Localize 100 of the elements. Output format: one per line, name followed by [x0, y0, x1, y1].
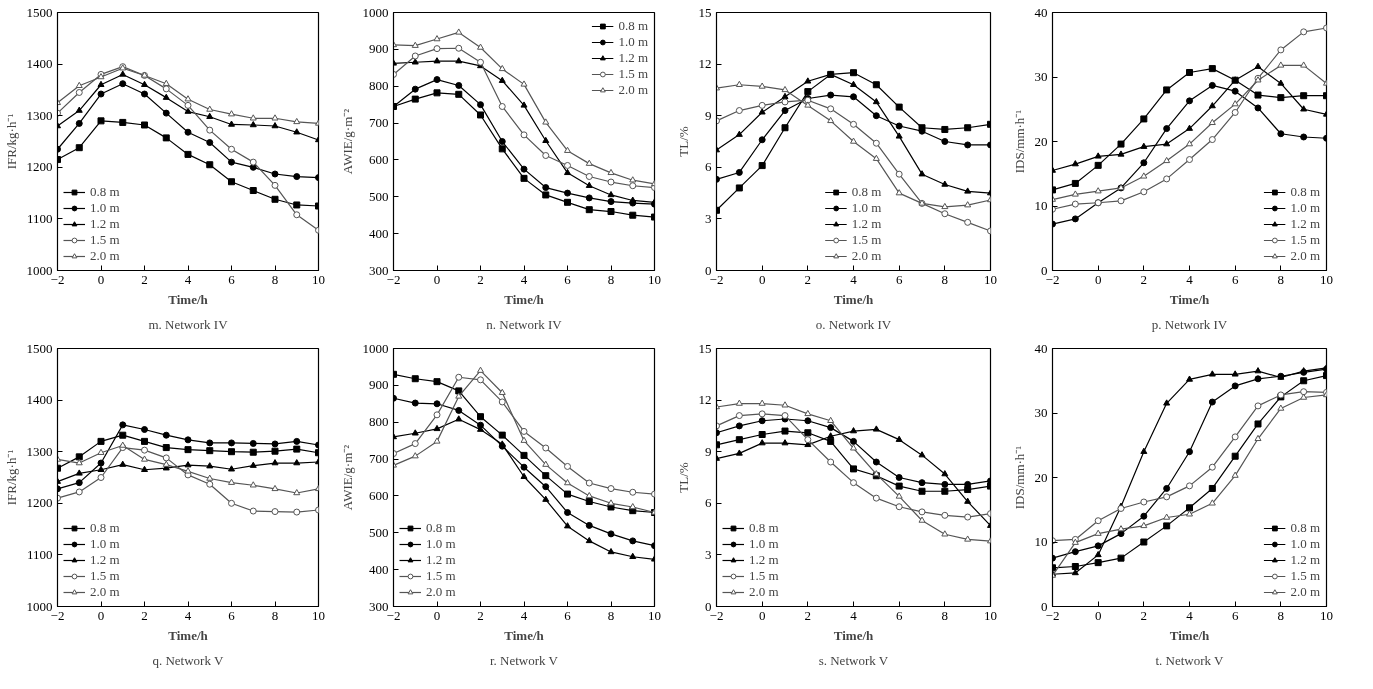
y-tick-label: 800	[369, 414, 389, 430]
y-tick-label: 10	[1034, 198, 1048, 213]
y-tick-label: 700	[369, 451, 389, 467]
x-tick-label: 0	[97, 271, 105, 287]
x-tick-label: 10	[984, 271, 997, 287]
x-tick-label: 10	[648, 271, 661, 287]
x-tick-label: 10	[648, 607, 661, 623]
text: p. Network IV	[1151, 316, 1228, 332]
y-tick-label: 300	[369, 262, 389, 278]
y-tick-label: 1200	[26, 159, 53, 175]
x-tick-label: 6	[895, 607, 903, 623]
x-tick-label: 10	[312, 607, 325, 623]
legend-label: 1.5 m	[749, 568, 779, 584]
y-tick-label: 300	[369, 598, 389, 614]
y-tick-label: 900	[369, 41, 389, 57]
y-tick-label: 10	[1034, 534, 1048, 549]
legend-label: 0.8 m	[90, 184, 120, 200]
y-tick-label: 1100	[26, 546, 53, 562]
x-tick-label: 2	[804, 271, 812, 287]
x-tick-label: 2	[141, 607, 148, 623]
legend-label: 1.5 m	[618, 66, 648, 82]
legend-label: 1.5 m	[851, 232, 882, 248]
y-tick-label: 1300	[26, 107, 53, 123]
x-tick-label: 8	[607, 607, 615, 623]
legend-label: 2.0 m	[426, 584, 456, 600]
x-tick-label: 4	[1186, 271, 1194, 287]
text: t. Network V	[1155, 652, 1224, 668]
x-axis-title: Time/h	[504, 627, 545, 643]
x-tick-label: 4	[850, 271, 858, 287]
y-axis-title: IFR/kg·h⁻¹	[3, 449, 19, 506]
y-tick-label: 1000	[362, 340, 389, 356]
x-tick-label: 0	[1094, 607, 1102, 623]
y-tick-label: 1500	[26, 340, 53, 356]
x-tick-label: 8	[271, 271, 279, 287]
legend-label: 0.8 m	[426, 520, 456, 536]
x-tick-label: 6	[228, 607, 236, 623]
legend-label: 1.2 m	[90, 552, 120, 568]
x-tick-label: 2	[477, 607, 484, 623]
y-tick-label: 12	[698, 56, 712, 72]
legend-label: 1.2 m	[749, 552, 779, 568]
y-tick-label: 15	[698, 340, 712, 356]
y-tick-label: 1400	[26, 392, 53, 408]
legend-label: 0.8 m	[618, 18, 648, 34]
legend-label: 1.2 m	[618, 50, 648, 66]
legend-label: 1.0 m	[749, 536, 779, 552]
y-axis-title: TL/%	[675, 462, 691, 493]
y-tick-label: 12	[698, 392, 712, 408]
legend-label: 0.8 m	[749, 520, 779, 536]
x-axis-title: Time/h	[1169, 627, 1211, 643]
y-tick-label: 30	[1034, 69, 1048, 84]
x-tick-label: 6	[564, 607, 572, 623]
y-axis-title: IDS/mm·h⁻¹	[1011, 445, 1027, 510]
x-tick-label: 10	[1320, 607, 1333, 623]
legend-label: 1.2 m	[1290, 216, 1320, 232]
x-tick-label: 10	[984, 607, 997, 623]
x-tick-label: 8	[941, 271, 949, 287]
text: q. Network V	[152, 652, 224, 668]
y-tick-label: 1100	[26, 210, 53, 226]
y-tick-label: 700	[369, 115, 389, 131]
y-tick-label: 600	[369, 487, 389, 503]
legend-label: 1.0 m	[1290, 200, 1320, 216]
legend-label: 0.8 m	[1290, 184, 1320, 200]
legend-label: 2.0 m	[618, 82, 648, 98]
legend-label: 1.0 m	[851, 200, 882, 216]
y-axis-title: AWIE/g·m⁻²	[339, 108, 355, 175]
y-axis-title: IFR/kg·h⁻¹	[3, 113, 19, 170]
y-tick-label: 20	[1034, 133, 1048, 149]
legend-label: 1.5 m	[1290, 232, 1320, 248]
x-tick-label: 6	[564, 271, 572, 287]
x-tick-label: 6	[228, 271, 236, 287]
legend-label: 1.2 m	[90, 216, 120, 232]
x-axis-title: Time/h	[504, 291, 545, 307]
y-tick-label: 1000	[26, 262, 53, 278]
x-tick-label: 4	[520, 607, 528, 623]
text: s. Network V	[818, 652, 889, 668]
y-tick-label: 40	[1034, 4, 1048, 20]
legend-label: 2.0 m	[1290, 248, 1320, 264]
legend-label: 0.8 m	[90, 520, 120, 536]
legend-label: 2.0 m	[90, 584, 120, 600]
x-axis-title: Time/h	[833, 291, 875, 307]
y-tick-label: 9	[705, 107, 712, 123]
x-tick-label: 8	[271, 607, 279, 623]
x-tick-label: 6	[1231, 607, 1239, 623]
x-tick-label: 6	[1231, 271, 1239, 287]
x-tick-label: 0	[1094, 271, 1102, 287]
legend-label: 2.0 m	[851, 248, 882, 264]
x-tick-label: 0	[97, 607, 105, 623]
y-tick-label: 400	[369, 225, 389, 241]
x-axis-title: Time/h	[168, 627, 209, 643]
legend-label: 1.0 m	[1290, 536, 1320, 552]
x-tick-label: 0	[758, 607, 766, 623]
legend-label: 2.0 m	[749, 584, 779, 600]
y-tick-label: 3	[705, 210, 712, 226]
y-tick-label: 15	[698, 4, 712, 20]
y-tick-label: 6	[705, 159, 712, 175]
x-tick-label: 8	[1277, 607, 1285, 623]
y-tick-label: 600	[369, 151, 389, 167]
y-tick-label: 800	[369, 78, 389, 94]
x-tick-label: 4	[184, 607, 192, 623]
x-tick-label: 2	[1140, 271, 1148, 287]
